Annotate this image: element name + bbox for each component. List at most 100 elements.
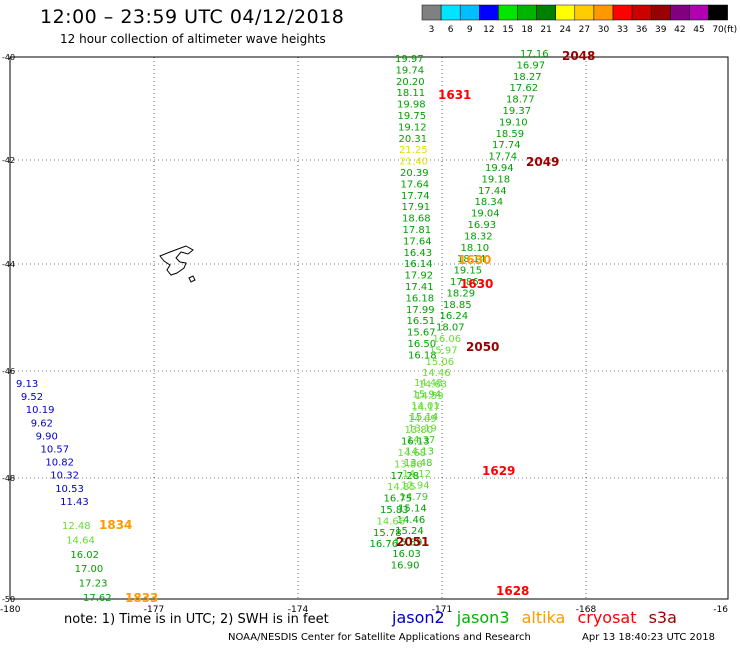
wave-height-value: 16.02 bbox=[70, 550, 99, 561]
scale-label: 42 bbox=[674, 25, 685, 35]
wave-height-value: 14.64 bbox=[66, 535, 95, 546]
scale-swatch bbox=[708, 4, 728, 21]
wave-height-value: 19.37 bbox=[503, 106, 532, 117]
wave-height-value: 17.62 bbox=[83, 593, 112, 604]
wave-height-value: 11.43 bbox=[60, 497, 89, 508]
wave-height-value: 21.25 bbox=[399, 145, 428, 156]
pass-number-label: 1833 bbox=[125, 591, 158, 605]
wave-height-value: 17.16 bbox=[520, 49, 549, 60]
wave-height-value: 16.90 bbox=[391, 560, 420, 571]
legend-jason3: jason3 bbox=[456, 608, 510, 627]
lat-label: -46 bbox=[2, 367, 15, 376]
wave-height-value: 18.14 bbox=[457, 254, 486, 265]
wave-height-value: 16.14 bbox=[404, 259, 433, 270]
island-outline bbox=[159, 245, 196, 283]
satellite-legend: jason2 jason3 altika cryosat s3a bbox=[392, 608, 684, 627]
wave-height-value: 18.34 bbox=[475, 197, 504, 208]
wave-height-value: 14.46 bbox=[397, 515, 426, 526]
map-grid bbox=[9, 56, 729, 600]
scale-label: 33 bbox=[617, 25, 628, 35]
wave-height-value: 16.75 bbox=[384, 494, 413, 505]
lon-label: -16 bbox=[713, 605, 728, 615]
wave-height-value: 14.69 bbox=[408, 414, 437, 425]
pass-number-label: 1630 bbox=[458, 253, 491, 267]
wave-height-value: 18.59 bbox=[496, 129, 525, 140]
wave-height-value: 10.57 bbox=[41, 445, 70, 456]
pass-number-label: 2048 bbox=[562, 49, 595, 63]
lon-label: -177 bbox=[144, 605, 164, 615]
wave-height-value: 14.68 bbox=[398, 448, 427, 459]
color-scale: 3 6 9 12 15 18 21 24 27 30 33 36 39 42 45 70 (ft) bbox=[421, 4, 738, 35]
wave-height-value: 17.23 bbox=[79, 579, 108, 590]
scale-label: 3 bbox=[429, 25, 435, 35]
wave-height-value: 17.91 bbox=[402, 202, 431, 213]
wave-height-value: 19.12 bbox=[398, 122, 427, 133]
jason3-track-east: 17.1616.9718.2717.6218.7719.3719.1018.59… bbox=[370, 49, 549, 550]
credit-line: NOAA/NESDIS Center for Satellite Applica… bbox=[228, 632, 531, 643]
wave-height-value: 17.74 bbox=[489, 152, 518, 163]
scale-label: 45 bbox=[693, 25, 704, 35]
wave-height-value: 19.98 bbox=[397, 100, 426, 111]
scale-unit: (ft) bbox=[724, 25, 738, 35]
wave-height-value: 14.85 bbox=[387, 482, 416, 493]
wave-height-value: 19.15 bbox=[454, 266, 483, 277]
wave-height-value: 14.66 bbox=[377, 516, 406, 527]
wave-height-value: 12.48 bbox=[62, 521, 91, 532]
jason2-track: 9.13 9.52 10.19 9.62 9.90 10.57 10.82 10.32 10.5… bbox=[16, 379, 89, 508]
pass-number-label: 1834 bbox=[99, 518, 132, 532]
scale-label: 27 bbox=[579, 25, 590, 35]
wave-height-value: 9.52 bbox=[21, 392, 43, 403]
small-island-shape bbox=[188, 275, 196, 283]
pass-number-label: 1630 bbox=[460, 277, 493, 291]
wave-height-value: 16.51 bbox=[407, 316, 436, 327]
scale-label: 12 bbox=[483, 25, 494, 35]
wave-height-value: 14.63 bbox=[419, 380, 448, 391]
wave-height-value: 13.19 bbox=[408, 424, 437, 435]
wave-height-value: 17.64 bbox=[403, 236, 432, 247]
lon-label: -174 bbox=[288, 605, 309, 615]
wave-height-value: 20.39 bbox=[400, 168, 429, 179]
scale-label: 24 bbox=[560, 25, 572, 35]
scale-label: 18 bbox=[521, 25, 533, 35]
legend-altika: altika bbox=[521, 608, 566, 627]
wave-height-value: 19.74 bbox=[396, 65, 425, 76]
axis-labels: -40 -42 -44 -46 -48 -50-180 -177 -174 -171 -168 -1… bbox=[0, 53, 728, 615]
legend-cryosat: cryosat bbox=[577, 608, 637, 627]
wave-height-value: 19.75 bbox=[398, 111, 427, 122]
footer-note: note: 1) Time is in UTC; 2) SWH is in fe… bbox=[64, 612, 329, 627]
scale-label: 30 bbox=[598, 25, 610, 35]
jason3-track-west: 19.9719.7420.2018.1119.9819.7519.1220.31… bbox=[395, 54, 437, 361]
wave-height-value: 16.93 bbox=[468, 220, 497, 231]
wave-height-value: 19.97 bbox=[395, 54, 424, 65]
scale-label: 6 bbox=[448, 25, 454, 35]
wave-height-value: 16.03 bbox=[392, 549, 421, 560]
wave-height-value: 14.13 bbox=[405, 446, 434, 457]
wave-height-value: 14.79 bbox=[400, 492, 429, 503]
wave-height-value: 18.85 bbox=[443, 300, 472, 311]
wave-height-value: 16.18 bbox=[408, 350, 437, 361]
wave-height-value: 17.28 bbox=[391, 471, 420, 482]
wave-height-value: 17.41 bbox=[405, 282, 434, 293]
wave-height-value: 13.48 bbox=[404, 458, 433, 469]
wave-height-value: 14.12 bbox=[402, 469, 431, 480]
wave-height-value: 18.27 bbox=[513, 72, 542, 83]
wave-height-value: 19.18 bbox=[482, 174, 511, 185]
scale-label: 9 bbox=[467, 25, 473, 35]
pass-number-label: 1628 bbox=[496, 584, 529, 598]
wave-height-value: 15.67 bbox=[407, 328, 436, 339]
wave-height-value: 15.83 bbox=[380, 505, 409, 516]
page-title: 12:00 – 23:59 UTC 04/12/2018 bbox=[40, 6, 345, 28]
wave-height-value: 21.40 bbox=[400, 157, 429, 168]
lat-label: -44 bbox=[2, 260, 15, 269]
wave-height-value: 17.64 bbox=[401, 179, 430, 190]
pass-labels: 2048 1631 2049 1630 1630 2050 1629 2051 1834 1833… bbox=[99, 49, 595, 605]
wave-height-value: 9.62 bbox=[31, 418, 53, 429]
wave-height-value: 16.18 bbox=[406, 293, 435, 304]
pass-number-label: 2050 bbox=[466, 340, 499, 354]
wave-height-value: 14.01 bbox=[411, 401, 440, 412]
wave-height-value: 9.90 bbox=[36, 431, 58, 442]
wave-height-value: 17.74 bbox=[492, 140, 521, 151]
wave-height-value: 17.92 bbox=[405, 271, 434, 282]
wave-height-value: 12.94 bbox=[401, 481, 430, 492]
